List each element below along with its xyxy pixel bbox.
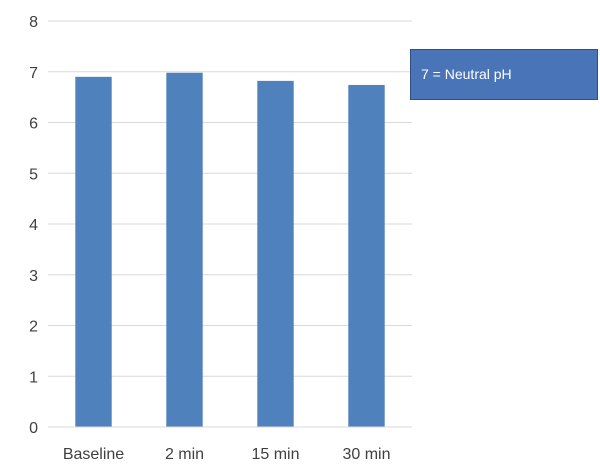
- y-tick-label: 6: [29, 116, 38, 133]
- y-tick-label: 3: [29, 268, 38, 285]
- bar-2-min: [166, 72, 203, 427]
- bar-baseline: [75, 76, 112, 427]
- bar-15-min: [257, 80, 294, 427]
- bar-30-min: [348, 84, 385, 427]
- y-axis-tick-labels: 0 1 2 3 4 5 6 7 8: [29, 14, 38, 437]
- y-tick-label: 4: [29, 217, 38, 234]
- y-tick-label: 1: [29, 369, 38, 386]
- x-tick-label: 15 min: [251, 446, 299, 463]
- y-tick-label: 2: [29, 319, 38, 336]
- x-tick-label: 2 min: [165, 446, 204, 463]
- x-tick-label: 30 min: [342, 446, 390, 463]
- bars: [75, 72, 385, 427]
- y-tick-label: 8: [29, 14, 38, 31]
- y-tick-label: 0: [29, 420, 38, 437]
- y-tick-label: 5: [29, 166, 38, 183]
- neutral-ph-annotation: 7 = Neutral pH: [410, 49, 598, 100]
- x-axis-tick-labels: Baseline 2 min 15 min 30 min: [63, 446, 391, 463]
- x-tick-label: Baseline: [63, 446, 124, 463]
- y-tick-label: 7: [29, 65, 38, 82]
